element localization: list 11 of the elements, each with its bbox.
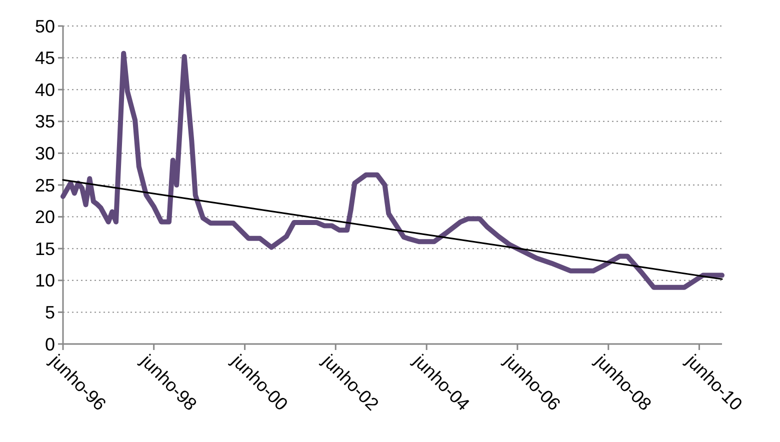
y-tick-label: 10 — [34, 270, 55, 291]
y-tick-label: 30 — [34, 144, 55, 164]
y-tick-label: 0 — [44, 334, 55, 354]
y-tick-label: 50 — [34, 16, 55, 36]
y-tick-label: 15 — [34, 238, 55, 259]
y-tick-label: 35 — [34, 112, 55, 132]
y-tick-label: 40 — [34, 80, 55, 100]
y-tick-label: 45 — [34, 48, 55, 68]
y-tick-label: 20 — [34, 207, 55, 228]
y-tick-label: 5 — [44, 302, 55, 322]
y-tick-label: 25 — [34, 175, 55, 196]
